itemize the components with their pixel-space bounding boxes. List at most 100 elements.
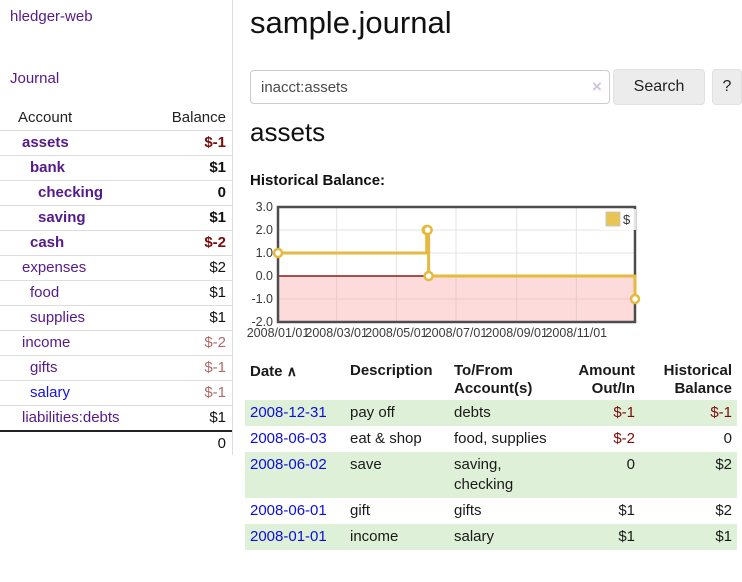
account-balance: $-1 — [204, 384, 226, 401]
svg-text:-2.0: -2.0 — [251, 315, 273, 329]
search-input[interactable] — [250, 70, 610, 104]
transaction-balance: $2 — [715, 502, 732, 519]
transaction-amount: $1 — [618, 528, 635, 545]
sidebar-account-row: saving $1 — [0, 205, 232, 230]
svg-text:2008/11/01: 2008/11/01 — [545, 326, 607, 340]
account-column-header: Account — [18, 109, 73, 126]
account-balance: $-1 — [204, 134, 226, 151]
transaction-amount: $1 — [618, 502, 635, 519]
accounts-column-header: To/From Account(s) — [454, 362, 533, 397]
accounts-table-header: Account Balance — [0, 106, 232, 130]
account-balance: 0 — [217, 184, 226, 201]
transaction-description: pay off — [350, 404, 395, 421]
sidebar-account-link[interactable]: food — [30, 284, 60, 301]
sidebar-account-row: expenses $2 — [0, 255, 232, 280]
transaction-date-link[interactable]: 2008-01-01 — [250, 528, 327, 545]
svg-text:1.0: 1.0 — [256, 246, 273, 260]
transactions-table-header: Date ∧ Description To/From Account(s) Am… — [245, 360, 737, 400]
transaction-description: income — [350, 528, 399, 545]
account-balance: $-1 — [204, 359, 226, 376]
transaction-accounts: salary — [454, 528, 495, 545]
sidebar-account-link[interactable]: income — [22, 334, 71, 351]
transaction-amount: $-2 — [613, 430, 635, 447]
description-column-header: Description — [350, 362, 433, 379]
transaction-row: 2008-06-03 eat & shop food, supplies $-2… — [245, 426, 737, 452]
date-column-header[interactable]: Date ∧ — [250, 363, 297, 380]
sidebar-account-link[interactable]: liabilities:debts — [22, 409, 120, 426]
transaction-description: save — [350, 456, 382, 473]
sidebar-account-row: cash $-2 — [0, 230, 232, 255]
account-balance: $1 — [209, 409, 226, 426]
account-balance: $-2 — [204, 334, 226, 351]
sidebar-account-link[interactable]: supplies — [30, 309, 86, 326]
chart-title: Historical Balance: — [250, 172, 386, 189]
sidebar-account-row: income $-2 — [0, 330, 232, 355]
transaction-row: 2008-12-31 pay off debts $-1 $-1 — [245, 400, 737, 426]
sidebar-account-link[interactable]: assets — [22, 134, 69, 151]
transaction-description: eat & shop — [350, 430, 422, 447]
transaction-accounts: saving, checking — [454, 456, 514, 493]
transaction-balance: $2 — [715, 456, 732, 473]
transaction-date-link[interactable]: 2008-12-31 — [250, 404, 327, 421]
transaction-date-link[interactable]: 2008-06-01 — [250, 502, 327, 519]
svg-text:2008/03/01: 2008/03/01 — [305, 326, 368, 340]
chart-canvas[interactable]: $3.0 2.0 1.0 0.0 -1.0 -2.02008/01/012008/03/0… — [240, 200, 742, 345]
sidebar-item-journal[interactable]: Journal — [10, 70, 60, 87]
account-balance: $1 — [209, 309, 226, 326]
amount-column-header: Amount Out/In — [578, 362, 635, 397]
account-balance: $1 — [209, 284, 226, 301]
transaction-amount: $-1 — [613, 404, 635, 421]
sidebar-account-link[interactable]: expenses — [22, 259, 87, 276]
balance-column-header: Historical Balance — [663, 362, 732, 397]
account-balance: $1 — [209, 209, 226, 226]
svg-text:3.0: 3.0 — [256, 200, 273, 214]
page-title: sample.journal — [250, 5, 452, 40]
transaction-accounts: debts — [454, 404, 491, 421]
account-heading: assets — [250, 117, 326, 147]
sidebar-account-link[interactable]: checking — [38, 184, 104, 201]
transactions-table: Date ∧ Description To/From Account(s) Am… — [245, 360, 737, 550]
historical-balance-chart[interactable]: $3.0 2.0 1.0 0.0 -1.0 -2.0 2008/01/01 2008/03/0… — [240, 200, 742, 345]
svg-text:$: $ — [623, 212, 631, 227]
account-balance: $2 — [209, 259, 226, 276]
help-button[interactable]: ? — [712, 69, 742, 105]
svg-text:2008/09/01: 2008/09/01 — [485, 326, 548, 340]
transaction-date-link[interactable]: 2008-06-03 — [250, 430, 327, 447]
sort-ascending-icon: ∧ — [286, 363, 297, 379]
account-balance: $1 — [209, 159, 226, 176]
app-brand-link[interactable]: hledger-web — [10, 8, 93, 25]
transaction-balance: $-1 — [710, 404, 732, 421]
transaction-row: 2008-01-01 income salary $1 $1 — [245, 524, 737, 550]
sidebar: hledger-web Journal Account Balance asse… — [0, 0, 233, 455]
sidebar-account-link[interactable]: saving — [38, 209, 86, 226]
transaction-accounts: food, supplies — [454, 430, 547, 447]
sidebar-account-row: bank $1 — [0, 155, 232, 180]
sidebar-account-link[interactable]: salary — [30, 384, 71, 401]
transaction-description: gift — [350, 502, 371, 519]
sidebar-account-row: supplies $1 — [0, 305, 232, 330]
transaction-balance: $1 — [715, 528, 732, 545]
sidebar-account-row: checking 0 — [0, 180, 232, 205]
svg-text:-1.0: -1.0 — [251, 292, 273, 306]
accounts-total: 0 — [0, 430, 232, 456]
transaction-amount: 0 — [626, 456, 635, 473]
clear-search-icon[interactable]: × — [592, 77, 602, 96]
account-balance: $-2 — [204, 234, 226, 251]
search-button[interactable]: Search — [613, 69, 705, 105]
balance-column-header: Balance — [171, 109, 226, 126]
sidebar-account-link[interactable]: bank — [30, 159, 66, 176]
transaction-row: 2008-06-02 save saving, checking 0 $2 — [245, 452, 737, 498]
sidebar-account-row: gifts $-1 — [0, 355, 232, 380]
transaction-row: 2008-06-01 gift gifts $1 $2 — [245, 498, 737, 524]
sidebar-account-link[interactable]: gifts — [30, 359, 58, 376]
svg-text:2008/01/01: 2008/01/01 — [247, 326, 310, 340]
sidebar-account-row: assets $-1 — [0, 130, 232, 155]
sidebar-account-link[interactable]: cash — [30, 234, 65, 251]
transaction-accounts: gifts — [454, 502, 482, 519]
accounts-table: Account Balance assets $-1 bank $1 check… — [0, 106, 232, 456]
sidebar-account-row: liabilities:debts $1 — [0, 405, 232, 430]
transaction-date-link[interactable]: 2008-06-02 — [250, 456, 327, 473]
svg-text:2008/05/01: 2008/05/01 — [365, 326, 428, 340]
svg-text:0.0: 0.0 — [256, 269, 273, 283]
